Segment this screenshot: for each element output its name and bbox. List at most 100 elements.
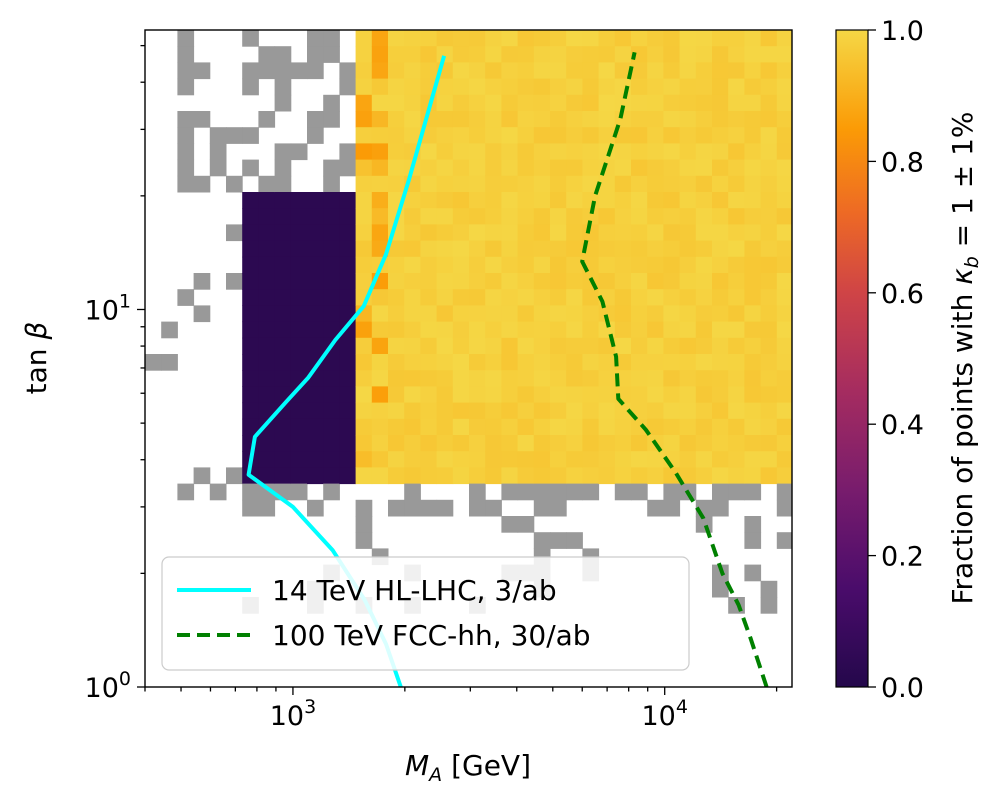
heatmap-cell (533, 78, 551, 96)
heatmap-cell (485, 78, 502, 96)
heatmap-cell (631, 386, 648, 404)
y-axis-label: tan β (20, 322, 53, 395)
heatmap-cell (728, 273, 745, 290)
heatmap-cell (712, 46, 729, 63)
heatmap-cell (550, 224, 567, 242)
heatmap-cell (679, 435, 697, 452)
heatmap-cell (242, 159, 259, 177)
heatmap-cell (728, 46, 745, 63)
heatmap-cell (760, 321, 778, 339)
heatmap-cell (177, 30, 195, 47)
legend-label-hl-lhc: 14 TeV HL-LHC, 3/ab (272, 574, 557, 607)
heatmap-cell (550, 499, 567, 517)
heatmap-cell (242, 305, 259, 323)
heatmap-cell (307, 30, 324, 47)
heatmap-cell (501, 305, 519, 323)
heatmap-cell (598, 111, 616, 128)
heatmap-cell (712, 337, 729, 355)
heatmap-cell (614, 256, 632, 274)
heatmap-cell (663, 78, 681, 96)
heatmap-cell (485, 94, 502, 112)
heatmap-cell (469, 370, 486, 387)
heatmap-cell (647, 467, 664, 485)
heatmap-cell (663, 386, 681, 404)
heatmap-cell (193, 273, 211, 290)
heatmap-cell (712, 418, 729, 436)
heatmap-cell (760, 305, 778, 323)
heatmap-cell (663, 192, 681, 209)
heatmap-cell (339, 224, 357, 242)
heatmap-cell (501, 289, 519, 306)
heatmap-cell (776, 386, 792, 404)
heatmap-cell (420, 192, 438, 209)
heatmap-cell (469, 94, 486, 112)
heatmap-cell (695, 418, 713, 436)
heatmap-cell (404, 289, 421, 306)
heatmap-cell (469, 289, 486, 306)
y-tick-label: 100 (85, 668, 131, 704)
heatmap-cell (307, 224, 324, 242)
heatmap-cell (695, 386, 713, 404)
heatmap-cell (663, 418, 681, 436)
heatmap-cell (550, 240, 567, 258)
heatmap-cell (242, 127, 259, 144)
heatmap-cell (226, 127, 243, 144)
heatmap-cell (517, 94, 535, 112)
heatmap-cell (647, 94, 664, 112)
heatmap-cell (339, 467, 357, 485)
heatmap-cell (404, 402, 421, 420)
heatmap-cell (371, 386, 389, 404)
heatmap-cell (533, 30, 551, 47)
heatmap-cell (550, 305, 567, 323)
heatmap-cell (631, 111, 648, 128)
heatmap-cell (533, 94, 551, 112)
heatmap-cell (598, 46, 616, 63)
heatmap-cell (193, 62, 211, 80)
heatmap-cell (647, 78, 664, 96)
heatmap-cell (614, 337, 632, 355)
heatmap-cell (371, 127, 389, 144)
heatmap-cell (712, 483, 729, 501)
heatmap-cell (436, 499, 454, 517)
heatmap-cell (598, 386, 616, 404)
heatmap-cell (469, 386, 486, 404)
heatmap-cell (436, 127, 454, 144)
heatmap-cell (469, 30, 486, 47)
heatmap-cell (404, 337, 421, 355)
heatmap-cell (566, 94, 583, 112)
heatmap-cell (485, 451, 502, 468)
heatmap-cell (517, 143, 535, 161)
heatmap-cell (663, 143, 681, 161)
heatmap-cell (517, 337, 535, 355)
heatmap-cell (533, 208, 551, 225)
heatmap-cell (355, 467, 373, 485)
heatmap-cell (242, 402, 259, 420)
heatmap-cell (274, 224, 292, 242)
heatmap-cell (323, 224, 340, 242)
heatmap-cell (420, 175, 438, 193)
heatmap-cell (776, 273, 792, 290)
heatmap-cell (598, 62, 616, 80)
heatmap-cell (614, 289, 632, 306)
heatmap-cell (420, 435, 438, 452)
heatmap-cell (258, 111, 276, 128)
heatmap-cell (582, 46, 600, 63)
heatmap-cell (566, 30, 583, 47)
heatmap-cell (355, 386, 373, 404)
heatmap-cell (566, 354, 583, 371)
heatmap-cell (712, 62, 729, 80)
heatmap-cell (712, 354, 729, 371)
heatmap-cell (469, 321, 486, 339)
heatmap-cell (631, 159, 648, 177)
heatmap-cell (371, 354, 389, 371)
heatmap-cell (744, 159, 762, 177)
heatmap-cell (663, 111, 681, 128)
heatmap-cell (258, 175, 276, 193)
heatmap-cell (242, 240, 259, 258)
heatmap-cell (550, 418, 567, 436)
heatmap-cell (712, 321, 729, 339)
heatmap-cell (631, 337, 648, 355)
heatmap-cell (728, 111, 745, 128)
heatmap-cell (663, 256, 681, 274)
heatmap-cell (371, 467, 389, 485)
